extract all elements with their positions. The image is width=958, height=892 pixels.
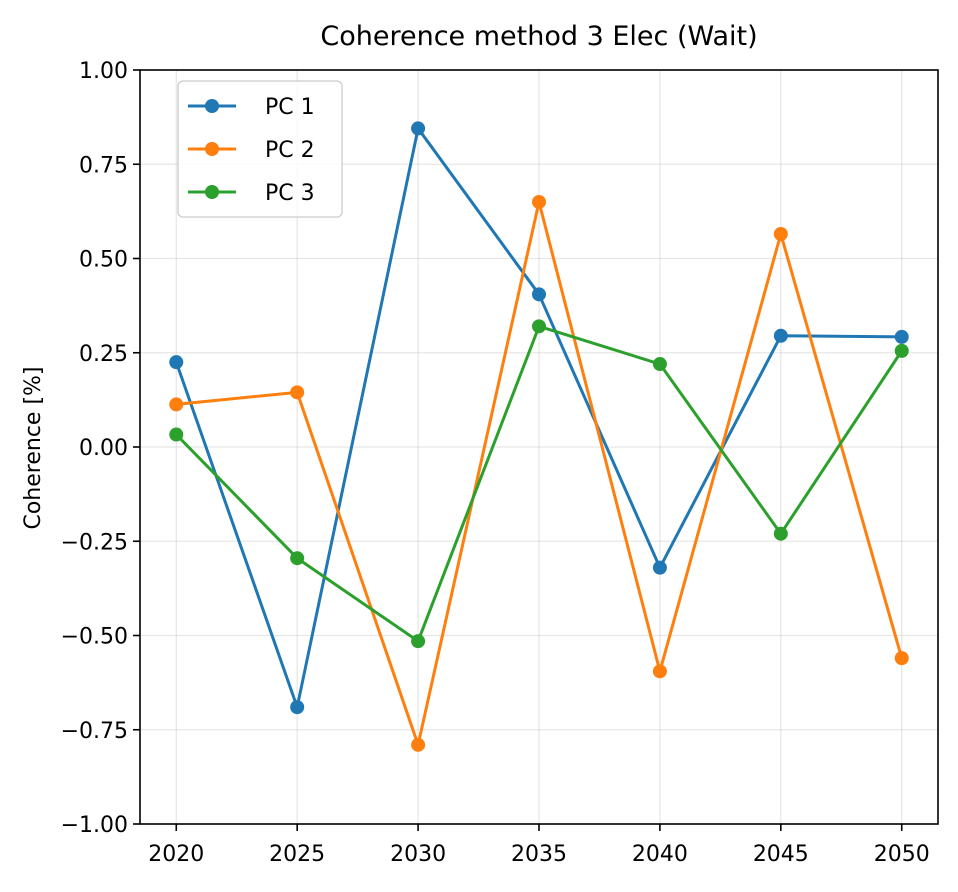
chart-title: Coherence method 3 Elec (Wait) — [320, 21, 757, 52]
y-tick-label: 0.25 — [79, 342, 128, 367]
legend-marker — [205, 142, 219, 156]
x-tick-label: 2030 — [390, 842, 446, 867]
y-tick-label: −1.00 — [61, 813, 128, 838]
y-tick-label: 0.00 — [79, 436, 128, 461]
y-axis: −1.00 −0.75 −0.50 −0.25 0.00 0.25 0.50 0.75 1.00 — [61, 59, 140, 838]
data-point — [411, 737, 426, 752]
data-point — [290, 385, 305, 400]
y-tick-label: 1.00 — [79, 59, 128, 84]
data-point — [894, 329, 909, 344]
x-tick-label: 2040 — [632, 842, 688, 867]
legend-marker — [205, 185, 219, 199]
y-axis-label: Coherence [%] — [21, 366, 46, 529]
data-point — [532, 287, 546, 302]
data-point — [532, 194, 546, 209]
legend-entry: PC 1 — [188, 95, 315, 120]
data-point — [290, 551, 305, 566]
legend-marker — [205, 99, 219, 113]
data-point — [652, 560, 667, 575]
data-point — [894, 343, 909, 358]
legend-label: PC 3 — [265, 181, 315, 206]
data-point — [411, 634, 426, 649]
y-tick-label: 0.75 — [79, 153, 128, 178]
x-tick-label: 2045 — [753, 842, 809, 867]
data-point — [773, 328, 788, 343]
series-3 — [169, 319, 909, 649]
y-tick-label: −0.25 — [61, 530, 128, 555]
y-tick-label: −0.50 — [61, 625, 128, 650]
data-point — [169, 397, 184, 412]
y-tick-label: −0.75 — [61, 719, 128, 744]
data-point — [773, 226, 788, 241]
x-tick-label: 2050 — [874, 842, 930, 867]
x-tick-label: 2025 — [269, 842, 325, 867]
data-point — [290, 700, 305, 715]
legend-entry: PC 3 — [188, 181, 315, 206]
series-1 — [169, 121, 909, 715]
data-point — [652, 357, 667, 372]
data-point — [894, 651, 909, 666]
data-point — [532, 319, 546, 334]
legend-frame — [177, 80, 343, 218]
x-tick-label: 2020 — [148, 842, 204, 867]
data-point — [169, 355, 184, 370]
data-point — [169, 427, 184, 442]
legend-entry: PC 2 — [188, 138, 315, 163]
grid — [140, 69, 938, 825]
legend: PC 1 PC 2 PC 3 — [177, 80, 343, 218]
x-tick-label: 2035 — [511, 842, 567, 867]
data-point — [773, 526, 788, 541]
series-layer — [169, 121, 909, 752]
data-point — [652, 664, 667, 679]
y-tick-label: 0.50 — [79, 248, 128, 273]
data-point — [411, 121, 426, 136]
x-axis: 2020 2025 2030 2035 2040 2045 2050 — [148, 824, 930, 867]
legend-label: PC 2 — [265, 138, 315, 163]
legend-label: PC 1 — [265, 95, 315, 120]
series-2 — [169, 194, 909, 752]
